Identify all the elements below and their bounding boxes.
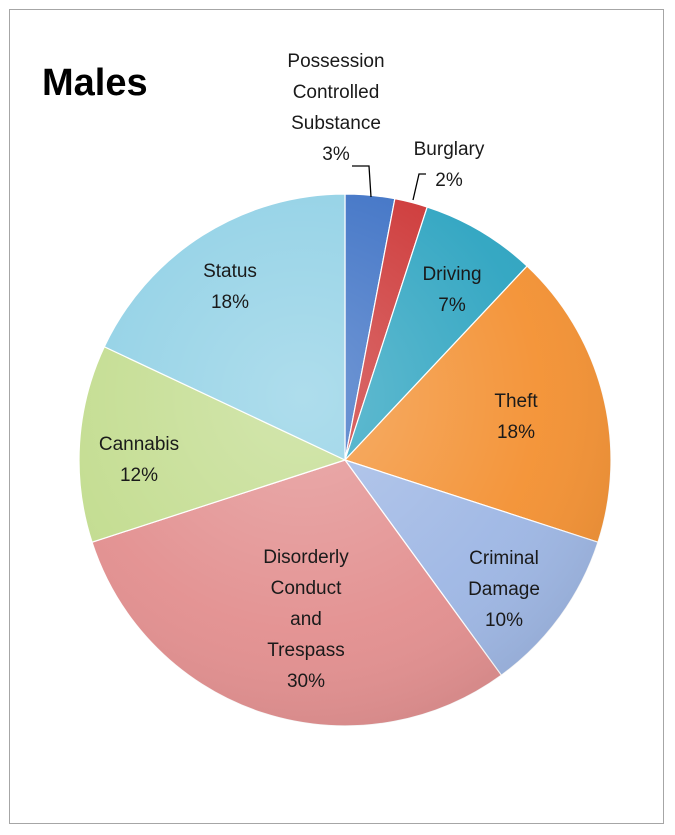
slice-label-criminal-damage: Criminal Damage 10% — [468, 548, 540, 631]
slice-label-disorderly-conduct-and-trespass: Disorderly Conduct and Trespass 30% — [263, 547, 349, 692]
slice-label-cannabis: Cannabis 12% — [99, 434, 179, 486]
chart-title: Males — [42, 62, 148, 104]
slice-label-driving: Driving 7% — [422, 264, 481, 316]
leader-line-burglary — [412, 173, 426, 201]
slice-label-theft: Theft 18% — [494, 391, 538, 443]
slice-label-possession-controlled-substance: Possession Controlled Substance 3% — [287, 51, 384, 165]
slice-label-burglary: Burglary 2% — [414, 139, 485, 191]
leader-line-possession — [352, 165, 372, 198]
slice-label-status: Status 18% — [203, 261, 257, 313]
